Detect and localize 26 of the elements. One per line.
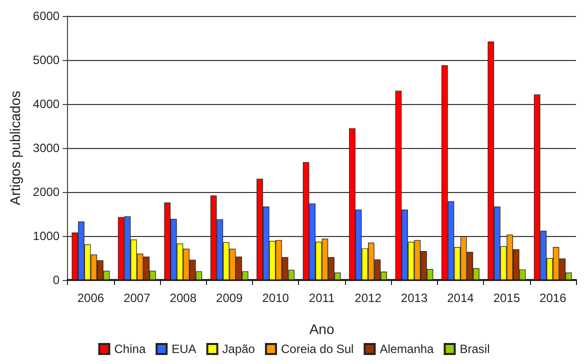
x-tick-label: 2012 bbox=[354, 291, 382, 305]
legend-label: Japão bbox=[222, 342, 256, 356]
x-tick-label: 2009 bbox=[216, 291, 244, 305]
x-tick-label: 2014 bbox=[447, 291, 474, 305]
y-tick-label: 1000 bbox=[32, 229, 60, 243]
legend-label: Coreia do Sul bbox=[280, 342, 354, 356]
y-tick-label: 2000 bbox=[32, 185, 60, 199]
y-tick-label: 4000 bbox=[32, 97, 60, 111]
x-tick-label: 2006 bbox=[77, 291, 104, 305]
legend-label: Alemanha bbox=[380, 342, 434, 356]
legend-label: EUA bbox=[172, 342, 196, 356]
y-tick-label: 3000 bbox=[32, 141, 60, 155]
y-tick-label: 0 bbox=[52, 273, 60, 287]
legend-label: China bbox=[114, 342, 146, 356]
x-tick-label: 2013 bbox=[400, 291, 428, 305]
y-tick-label: 6000 bbox=[32, 9, 60, 23]
x-tick-label: 2007 bbox=[124, 291, 151, 305]
y-tick-label: 5000 bbox=[32, 53, 60, 67]
x-tick-label: 2008 bbox=[170, 291, 197, 305]
y-axis-title: Artigos publicados bbox=[7, 90, 23, 206]
x-tick-label: 2011 bbox=[308, 291, 336, 305]
x-tick-label: 2016 bbox=[540, 291, 567, 305]
x-tick-label: 2015 bbox=[493, 291, 520, 305]
legend-label: Brasil bbox=[460, 342, 490, 356]
x-tick-label: 2010 bbox=[262, 291, 290, 305]
x-axis-title: Ano bbox=[309, 321, 334, 337]
